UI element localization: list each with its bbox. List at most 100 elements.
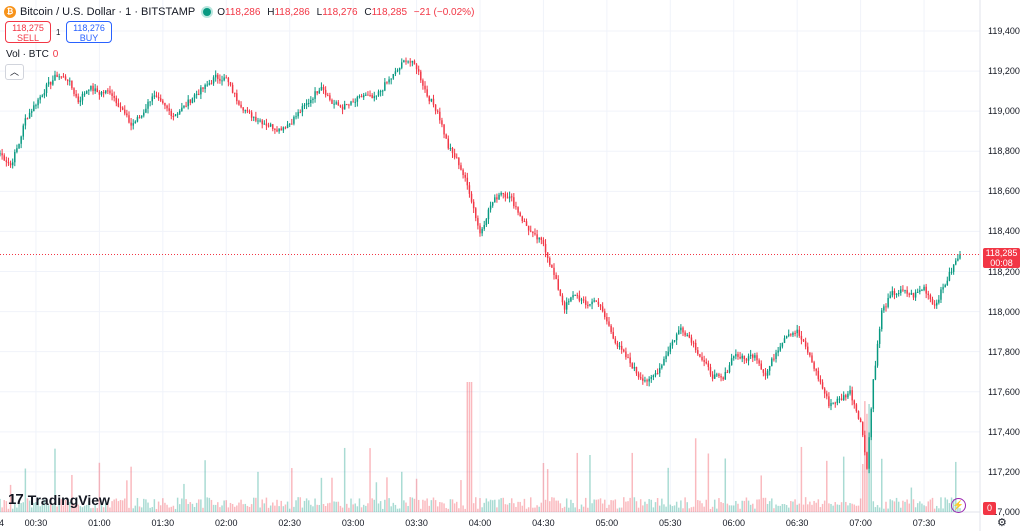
- volume-bar: [787, 507, 790, 512]
- volume-bar: [33, 502, 35, 512]
- candle-body: [134, 121, 137, 124]
- volume-bar: [477, 508, 479, 512]
- spread-value: 1: [56, 28, 61, 37]
- candle-body: [322, 86, 325, 90]
- volume-bar: [842, 456, 845, 512]
- bar-countdown: 00:08: [990, 258, 1013, 268]
- candle-body: [538, 237, 540, 240]
- volume-bar: [936, 505, 938, 512]
- tradingview-logo[interactable]: 17 TradingView: [8, 491, 110, 508]
- candle-body: [563, 302, 566, 310]
- volume-bar: [9, 484, 12, 512]
- candle-body: [826, 393, 828, 397]
- candle-body: [781, 342, 784, 347]
- volume-bar: [811, 504, 813, 512]
- volume-bar: [312, 506, 314, 512]
- candle-body: [337, 102, 340, 106]
- candle-body: [582, 299, 585, 301]
- volume-bar: [593, 499, 595, 512]
- candle-body: [775, 352, 777, 359]
- candle-body: [489, 205, 492, 210]
- candle-body: [164, 102, 166, 106]
- volume-bar: [155, 508, 158, 512]
- volume-bar: [587, 507, 589, 512]
- y-tick-label: 118,200: [988, 266, 1020, 277]
- volume-bar: [532, 507, 534, 512]
- candle-body: [936, 302, 938, 306]
- volume-bar: [821, 503, 824, 512]
- volume-bar: [697, 500, 699, 512]
- volume-bar: [809, 501, 811, 512]
- volume-bar: [701, 503, 703, 512]
- candle-body: [868, 437, 870, 469]
- candle-body: [54, 74, 56, 81]
- candle-body: [639, 377, 642, 379]
- volume-bar: [783, 504, 786, 512]
- buy-button[interactable]: 118,276 BUY: [66, 21, 112, 43]
- candle-body: [189, 99, 192, 103]
- candle-body: [771, 358, 773, 366]
- volume-bar: [927, 501, 930, 512]
- candle-body: [902, 289, 904, 291]
- candle-body: [661, 365, 663, 368]
- chevron-up-icon[interactable]: ︿: [5, 64, 24, 80]
- volume-bar: [572, 503, 574, 512]
- volume-bar: [785, 505, 788, 512]
- candle-body: [451, 147, 454, 154]
- volume-bar: [800, 446, 803, 512]
- volume-bar: [250, 504, 253, 512]
- volume-bar: [172, 505, 175, 512]
- candle-body: [737, 354, 739, 357]
- volume-bar: [832, 505, 834, 512]
- candle-body: [136, 117, 139, 122]
- candle-body: [96, 88, 99, 93]
- x-tick-label: 01:00: [88, 518, 111, 528]
- volume-bar: [143, 498, 145, 512]
- volume-bar: [764, 497, 767, 512]
- candle-body: [333, 103, 335, 105]
- x-tick-label: 01:30: [151, 518, 175, 528]
- volume-bar: [109, 507, 111, 512]
- volume-bar: [534, 507, 536, 512]
- candle-body: [466, 177, 469, 186]
- volume-bar: [766, 503, 769, 512]
- candle-body: [183, 105, 185, 108]
- volume-bar: [217, 502, 219, 512]
- volume-bar: [453, 503, 456, 512]
- candle-body: [37, 99, 39, 106]
- volume-bar: [314, 498, 316, 512]
- volume-bar: [233, 506, 236, 512]
- candle-body: [430, 98, 433, 102]
- candle-body: [842, 395, 845, 400]
- candle-body: [859, 418, 862, 423]
- candle-body: [644, 380, 646, 382]
- volume-legend[interactable]: Vol · BTC 0: [6, 49, 58, 60]
- sell-button[interactable]: 118,275 SELL: [5, 21, 51, 43]
- gear-icon[interactable]: ⚙: [997, 517, 1007, 529]
- symbol-title[interactable]: Bitcoin / U.S. Dollar · 1 · BITSTAMP: [20, 6, 196, 18]
- candle-body: [604, 311, 606, 318]
- candle-body: [202, 87, 204, 89]
- candle-body: [817, 370, 820, 380]
- volume-bar: [629, 497, 631, 512]
- candle-body: [733, 356, 735, 359]
- volume-bar: [26, 498, 29, 512]
- candle-body: [415, 64, 418, 70]
- candle-body: [107, 90, 109, 92]
- volume-bar: [561, 508, 564, 512]
- candle-body: [887, 297, 889, 307]
- candle-body: [853, 400, 856, 405]
- candle-body: [625, 351, 627, 358]
- candle-body: [849, 390, 851, 394]
- volume-bar: [716, 508, 718, 512]
- candle-body: [910, 293, 913, 295]
- candle-body: [627, 357, 629, 359]
- flash-icon[interactable]: ⚡: [951, 498, 966, 513]
- volume-bar: [329, 502, 331, 512]
- volume-bar: [618, 507, 621, 512]
- candle-body: [81, 93, 84, 101]
- candle-body: [66, 79, 69, 82]
- candle-body: [948, 272, 951, 281]
- volume-bar: [794, 499, 796, 512]
